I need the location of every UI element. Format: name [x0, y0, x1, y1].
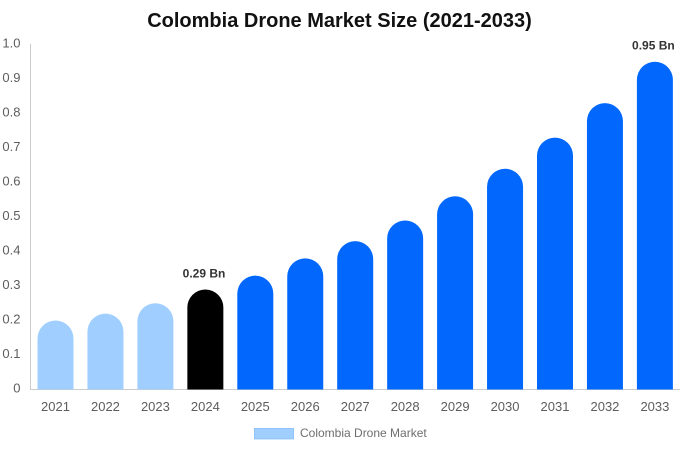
svg-text:2033: 2033: [640, 399, 669, 414]
svg-text:2030: 2030: [491, 399, 520, 414]
svg-text:2023: 2023: [141, 399, 170, 414]
svg-text:2025: 2025: [241, 399, 270, 414]
svg-text:2022: 2022: [91, 399, 120, 414]
svg-text:0.95 Bn: 0.95 Bn: [632, 39, 675, 53]
svg-text:2026: 2026: [291, 399, 320, 414]
svg-text:0.3: 0.3: [2, 277, 20, 292]
svg-text:0.7: 0.7: [2, 139, 20, 154]
svg-text:0.29 Bn: 0.29 Bn: [183, 266, 226, 280]
svg-text:2029: 2029: [441, 399, 470, 414]
svg-text:0.6: 0.6: [2, 173, 20, 188]
svg-text:0.5: 0.5: [2, 208, 20, 223]
svg-text:0.1: 0.1: [2, 346, 20, 361]
svg-text:2024: 2024: [191, 399, 220, 414]
svg-text:2021: 2021: [41, 399, 70, 414]
svg-text:0.4: 0.4: [2, 242, 20, 257]
svg-text:Colombia Drone Market: Colombia Drone Market: [300, 426, 427, 440]
svg-text:0.2: 0.2: [2, 311, 20, 326]
svg-text:0.8: 0.8: [2, 104, 20, 119]
svg-text:2028: 2028: [391, 399, 420, 414]
svg-text:1.0: 1.0: [2, 35, 20, 50]
svg-text:2027: 2027: [341, 399, 370, 414]
svg-text:2032: 2032: [590, 399, 619, 414]
svg-text:0.9: 0.9: [2, 70, 20, 85]
svg-text:2031: 2031: [541, 399, 570, 414]
svg-text:0: 0: [13, 380, 20, 395]
svg-text:Colombia Drone Market Size (20: Colombia Drone Market Size (2021-2033): [147, 10, 532, 32]
